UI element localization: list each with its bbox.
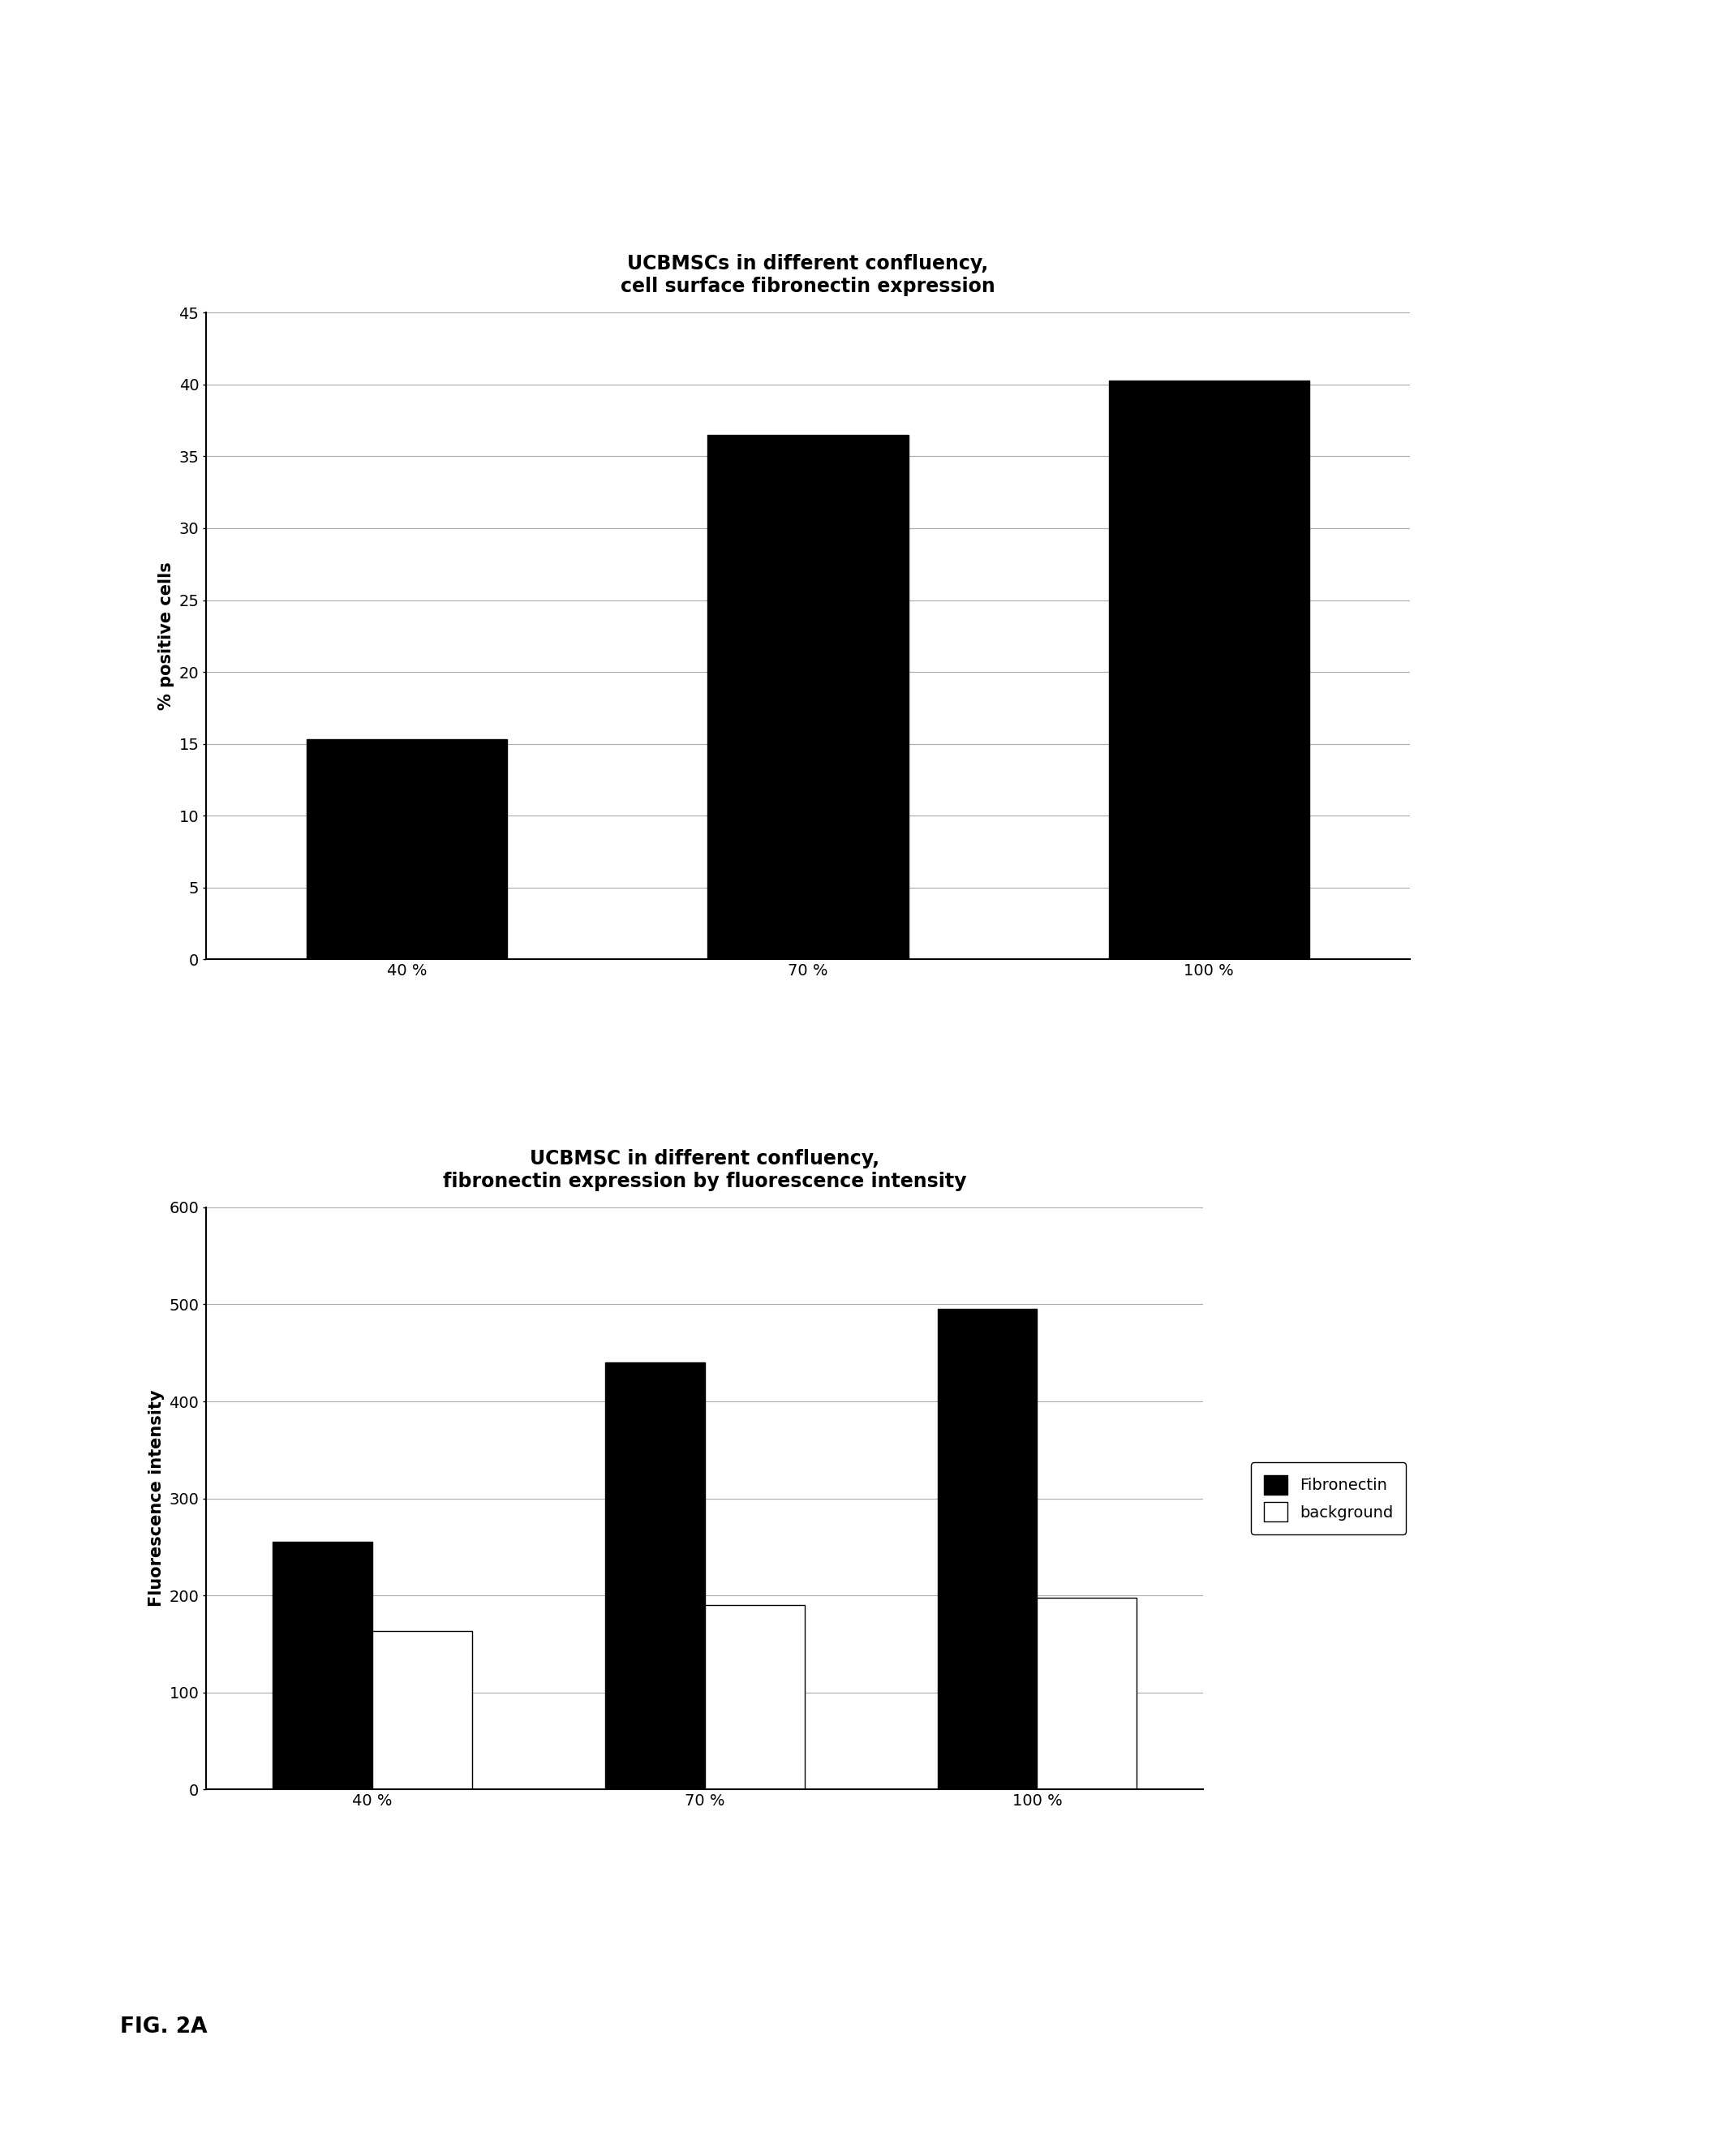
Title: UCBMSC in different confluency,
fibronectin expression by fluorescence intensity: UCBMSC in different confluency, fibronec… <box>444 1149 966 1190</box>
Bar <box>306 740 507 959</box>
Bar <box>373 1632 473 1789</box>
Title: UCBMSCs in different confluency,
cell surface fibronectin expression: UCBMSCs in different confluency, cell su… <box>621 254 995 295</box>
Y-axis label: % positive cells: % positive cells <box>158 563 174 709</box>
Bar <box>273 1542 373 1789</box>
Bar <box>708 436 908 959</box>
Bar <box>705 1604 804 1789</box>
Legend: Fibronectin, background: Fibronectin, background <box>1251 1462 1406 1535</box>
Bar <box>1109 379 1310 959</box>
Bar <box>937 1309 1037 1789</box>
Bar <box>605 1363 705 1789</box>
Y-axis label: Fluorescence intensity: Fluorescence intensity <box>148 1391 165 1606</box>
Bar <box>1037 1598 1136 1789</box>
Text: FIG. 2A: FIG. 2A <box>120 2016 208 2037</box>
